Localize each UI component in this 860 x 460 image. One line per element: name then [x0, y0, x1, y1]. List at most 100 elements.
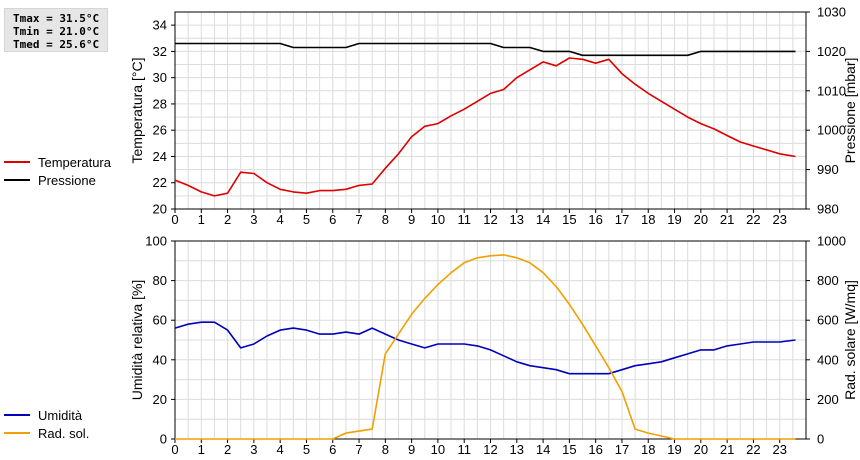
x-tick-label: 11 [457, 442, 471, 457]
stats-box: Tmax = 31.5°C Tmin = 21.0°C Tmed = 25.6°… [4, 8, 108, 52]
x-tick-label: 4 [277, 212, 284, 227]
x-tick-label: 12 [483, 442, 497, 457]
y-tick-label: 22 [153, 175, 167, 190]
x-tick-label: 10 [431, 212, 445, 227]
y-tick-label: 20 [153, 392, 167, 407]
x-tick-label: 3 [250, 442, 257, 457]
x-tick-label: 14 [536, 212, 550, 227]
x-tick-label: 7 [355, 212, 362, 227]
x-tick-label: 9 [408, 212, 415, 227]
legend-top: Temperatura Pressione [4, 153, 111, 189]
y2-tick-label: 1010 [817, 83, 846, 98]
x-tick-label: 14 [536, 442, 550, 457]
y-tick-label: 26 [153, 123, 167, 138]
x-tick-label: 10 [431, 442, 445, 457]
y2-tick-label: 1020 [817, 44, 846, 59]
tmed-text: Tmed = 25.6°C [13, 38, 100, 51]
legend-item-temperatura: Temperatura [4, 153, 111, 171]
x-tick-label: 22 [746, 212, 760, 227]
y2-tick-label: 400 [817, 352, 839, 367]
x-tick-label: 18 [641, 212, 655, 227]
y-tick-label: 40 [153, 352, 167, 367]
y-tick-label: 80 [153, 273, 167, 288]
y2-tick-label: 1000 [817, 234, 846, 249]
x-tick-label: 2 [224, 442, 231, 457]
y2-tick-label: 990 [817, 162, 839, 177]
x-tick-label: 7 [355, 442, 362, 457]
series-line-temperatura [174, 57, 796, 197]
y2-tick-label: 200 [817, 392, 839, 407]
x-tick-label: 19 [667, 442, 681, 457]
x-tick-label: 1 [198, 442, 205, 457]
y2-tick-label: 1030 [817, 5, 846, 20]
y-axis-label: Umidità relativa [%] [129, 280, 145, 401]
y-axis-label: Temperatura [°C] [129, 58, 145, 164]
x-tick-label: 20 [694, 212, 708, 227]
y2-tick-label: 1000 [817, 123, 846, 138]
series-line-pressione [175, 42, 796, 57]
y2-axis-label: Pressione [mbar] [842, 58, 858, 164]
legend-swatch [4, 179, 30, 181]
x-tick-label: 22 [746, 442, 760, 457]
x-tick-label: 23 [772, 442, 786, 457]
x-tick-label: 5 [303, 442, 310, 457]
y2-tick-label: 800 [817, 273, 839, 288]
x-tick-label: 8 [382, 212, 389, 227]
x-tick-label: 0 [171, 212, 178, 227]
x-tick-label: 15 [562, 442, 576, 457]
legend-item-rad-sol: Rad. sol. [4, 424, 89, 442]
x-tick-label: 23 [772, 212, 786, 227]
x-tick-label: 20 [694, 442, 708, 457]
x-tick-label: 16 [588, 212, 602, 227]
chart-panel-top: 0 1 2 3 4 5 6 7 8 9 10 11 12 13 14 15 16 17 18 19 20 21 22 2320… [129, 5, 858, 228]
y-tick-label: 100 [145, 234, 167, 249]
y2-tick-label: 600 [817, 313, 839, 328]
x-tick-label: 4 [277, 442, 284, 457]
x-tick-label: 5 [303, 212, 310, 227]
x-tick-label: 19 [667, 212, 681, 227]
legend-label: Rad. sol. [38, 425, 90, 441]
series-line-rad-sol [175, 254, 796, 440]
y-tick-label: 34 [153, 18, 167, 33]
y-tick-label: 24 [153, 149, 167, 164]
x-tick-label: 12 [483, 212, 497, 227]
x-tick-label: 2 [224, 212, 231, 227]
series-line-umidit [174, 321, 796, 375]
legend-item-pressione: Pressione [4, 171, 111, 189]
x-tick-label: 0 [171, 442, 178, 457]
chart-panel-bottom: 0 1 2 3 4 5 6 7 8 9 10 11 12 13 14 15 16 17 18 19 20 21 22 2302… [129, 234, 858, 458]
legend-swatch [4, 161, 30, 163]
y-tick-label: 60 [153, 313, 167, 328]
y2-tick-label: 0 [817, 432, 824, 447]
x-tick-label: 16 [588, 442, 602, 457]
legend-item-umidita: Umidità [4, 406, 89, 424]
y2-axis-label: Rad. solare [W/mq] [842, 280, 858, 400]
x-tick-label: 11 [457, 212, 471, 227]
tmin-text: Tmin = 21.0°C [13, 25, 100, 38]
x-tick-label: 21 [720, 442, 734, 457]
legend-label: Temperatura [38, 154, 111, 170]
y-tick-label: 28 [153, 96, 167, 111]
y2-tick-label: 980 [817, 202, 839, 217]
y-tick-label: 0 [160, 432, 167, 447]
x-tick-label: 1 [198, 212, 205, 227]
x-tick-label: 3 [250, 212, 257, 227]
legend-swatch [4, 432, 30, 434]
x-tick-label: 8 [382, 442, 389, 457]
x-tick-label: 17 [615, 442, 629, 457]
x-tick-label: 15 [562, 212, 576, 227]
legend-swatch [4, 414, 30, 416]
x-tick-label: 6 [329, 442, 336, 457]
x-tick-label: 18 [641, 442, 655, 457]
tmax-text: Tmax = 31.5°C [13, 12, 100, 25]
x-tick-label: 13 [510, 212, 524, 227]
x-tick-label: 6 [329, 212, 336, 227]
legend-label: Pressione [38, 172, 96, 188]
x-tick-label: 13 [510, 442, 524, 457]
y-tick-label: 30 [153, 70, 167, 85]
x-tick-label: 9 [408, 442, 415, 457]
x-tick-label: 17 [615, 212, 629, 227]
y-tick-label: 20 [153, 202, 167, 217]
legend-label: Umidità [38, 407, 83, 423]
